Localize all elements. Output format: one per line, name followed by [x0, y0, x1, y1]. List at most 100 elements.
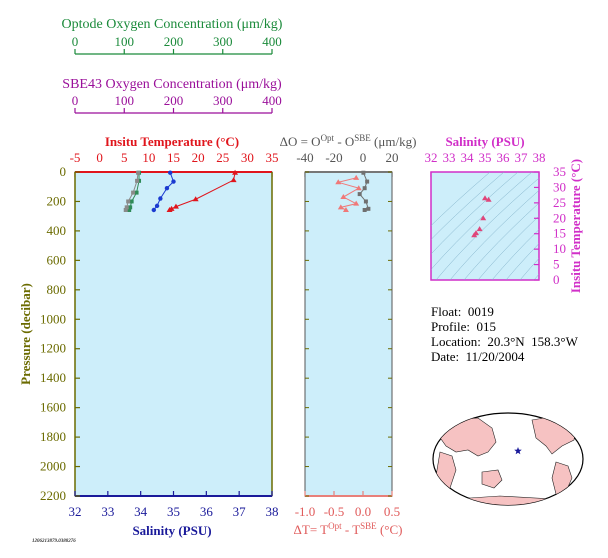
- ts-isopycnal-line: [491, 229, 539, 280]
- delta-o-point: [357, 192, 362, 197]
- sbe43-axis-tick-label: 100: [115, 93, 135, 108]
- delta-o-point: [363, 199, 368, 204]
- salinity-axis-title: Salinity (PSU): [132, 523, 211, 538]
- optode-oxygen-point: [127, 207, 132, 212]
- difference-plot-area: [304, 171, 393, 497]
- salinity-point: [154, 203, 160, 209]
- salinity-point: [171, 179, 176, 184]
- optode-oxygen-point: [128, 205, 133, 210]
- salinity-axis-tick-label: 34: [134, 504, 148, 519]
- temperature-axis-tick-label: 5: [121, 150, 128, 165]
- ts-temperature-axis-tick-label: 15: [553, 226, 566, 241]
- pressure-axis-tick-label: 2200: [40, 488, 66, 503]
- temperature-point: [166, 206, 173, 212]
- ts-temperature-axis-tick-label: 25: [553, 195, 566, 210]
- ts-plot-area: [430, 171, 540, 281]
- optode-axis-tick-label: 100: [115, 34, 135, 49]
- sbe43-axis-tick-label: 300: [213, 93, 233, 108]
- temperature-axis-tick-label: -5: [70, 150, 81, 165]
- ts-point: [471, 232, 478, 238]
- delta-o-axis-tick-label: -40: [296, 150, 313, 165]
- optode-axis-tick-label: 200: [164, 34, 184, 49]
- temperature-point: [172, 203, 179, 209]
- delta-o-point: [362, 186, 367, 191]
- ts-isopycnal-line: [435, 177, 539, 280]
- ts-salinity-axis-tick-label: 38: [533, 150, 546, 165]
- delta-t-point: [337, 204, 344, 210]
- salinity-axis-tick-label: 36: [200, 504, 214, 519]
- temperature-axis-tick-label: 35: [266, 150, 279, 165]
- delta-t-axis-tick-label: 0.0: [355, 504, 371, 519]
- ts-temperature-axis-title: Insitu Temperature (°C): [568, 159, 583, 293]
- salinity-point: [164, 186, 170, 191]
- ts-salinity-axis-title: Salinity (PSU): [445, 134, 524, 149]
- salinity-point: [168, 170, 173, 175]
- delta-t-point: [340, 194, 347, 200]
- pressure-axis-tick-label: 800: [47, 282, 67, 297]
- sbe43-axis-tick-label: 400: [262, 93, 282, 108]
- delta-o-axis-tick-label: -20: [325, 150, 342, 165]
- ts-isopycnal-line: [505, 243, 539, 280]
- ts-salinity-axis-tick-label: 35: [479, 150, 492, 165]
- profile-line: Profile: 015: [431, 319, 496, 334]
- ts-isopycnal-line: [477, 215, 539, 280]
- optode-oxygen-point: [134, 190, 139, 195]
- difference-panel: ΔO = OOpt - OSBE (μm/kg) -40 -20 0 20 -1.0-…: [280, 133, 417, 537]
- salinity-point: [158, 196, 163, 201]
- temperature-point: [230, 177, 237, 183]
- map-land-antarctica: [439, 495, 571, 505]
- ts-salinity-axis-tick-label: 32: [425, 150, 438, 165]
- world-map: [432, 412, 584, 506]
- delta-o-axis-tick-label: 0: [360, 150, 367, 165]
- pressure-axis-tick-label: 1000: [40, 311, 66, 326]
- ts-temperature-axis-tick-label: 35: [553, 164, 566, 179]
- delta-t-axis-tick-label: 0.5: [384, 504, 400, 519]
- ts-isopycnal-line: [519, 257, 539, 280]
- sbe43-axis-tick-label: 0: [72, 93, 79, 108]
- float-location-star-icon: [514, 447, 522, 455]
- optode-axis: Optode Oxygen Concentration (μm/kg) 0 100…: [62, 17, 283, 55]
- delta-t-axis-tick-label: -0.5: [324, 504, 345, 519]
- temperature-axis-tick-label: 15: [167, 150, 180, 165]
- sbe43-oxygen-point: [135, 178, 140, 183]
- ts-temperature-axis-tick-label: 5: [553, 257, 560, 272]
- ts-isopycnal-line: [431, 172, 519, 255]
- pressure-axis-tick-label: 2000: [40, 459, 66, 474]
- temperature-axis-tick-label: 20: [192, 150, 205, 165]
- ts-isopycnal-line: [431, 172, 491, 226]
- ts-isopycnal-line: [449, 189, 539, 280]
- sbe43-oxygen-point: [136, 170, 141, 175]
- delta-t-axis-title: ΔT= TOpt - TSBE (°C): [294, 521, 403, 537]
- float-info: Float: 0019 Profile: 015 Location: 20.3°…: [431, 304, 578, 364]
- delta-t-point: [355, 185, 362, 191]
- delta-t-point: [335, 179, 342, 185]
- delta-o-point: [362, 207, 367, 212]
- delta-o-axis-tick-label: 20: [386, 150, 399, 165]
- temperature-axis-tick-label: 10: [142, 150, 155, 165]
- sbe43-axis-tick-label: 200: [164, 93, 184, 108]
- temperature-axis-tick-label: 0: [96, 150, 103, 165]
- pressure-axis-tick-label: 1800: [40, 429, 66, 444]
- ts-temperature-axis-tick-label: 0: [553, 272, 560, 287]
- delta-t-point: [353, 200, 360, 206]
- salinity-axis-tick-label: 37: [233, 504, 247, 519]
- temperature-axis-tick-label: 30: [241, 150, 254, 165]
- optode-axis-tick-label: 400: [262, 34, 282, 49]
- pressure-axis-tick-label: 1400: [40, 370, 66, 385]
- date-line: Date: 11/20/2004: [431, 349, 525, 364]
- float-line: Float: 0019: [431, 304, 494, 319]
- temperature-axis-title: Insitu Temperature (°C): [105, 134, 239, 149]
- optode-axis-tick-label: 300: [213, 34, 233, 49]
- pressure-axis-tick-label: 1600: [40, 400, 66, 415]
- salinity-axis-tick-label: 35: [167, 504, 180, 519]
- ts-point: [482, 195, 488, 201]
- ts-point: [480, 215, 487, 221]
- temperature-axis-tick-label: 25: [216, 150, 229, 165]
- ts-temperature-axis-tick-label: 10: [553, 241, 566, 256]
- ts-salinity-axis-tick-label: 33: [443, 150, 456, 165]
- sbe43-oxygen-point: [124, 205, 129, 210]
- sbe43-axis-title: SBE43 Oxygen Concentration (μm/kg): [62, 77, 282, 92]
- ts-temperature-axis-tick-label: 20: [553, 210, 566, 225]
- ts-isopycnal-line: [431, 172, 505, 240]
- main-plot-area: [74, 171, 273, 497]
